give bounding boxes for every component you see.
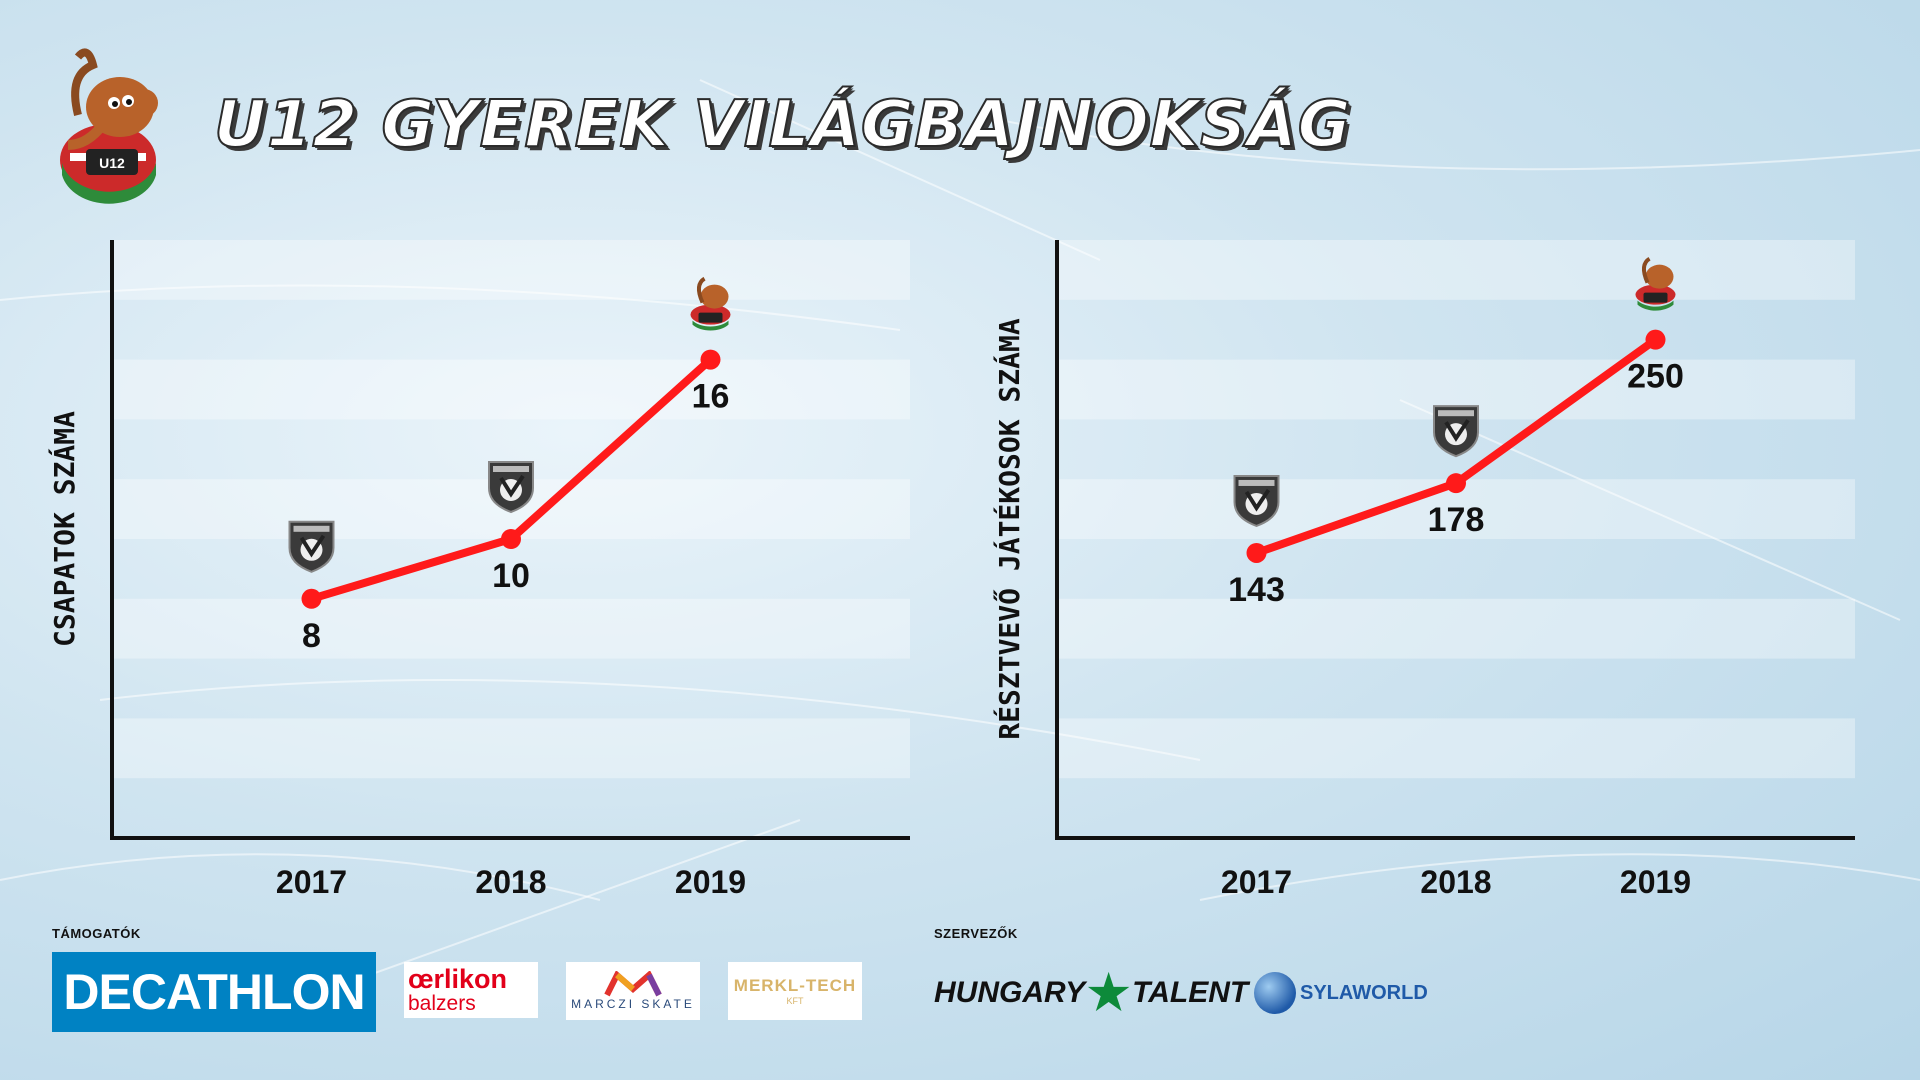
- chart-teams: 8 10 16 2017 2018 2019 CSAPATOK SZÁMA: [47, 240, 910, 900]
- oerlikon-logo: œrlikon balzers: [404, 962, 538, 1018]
- chart-players: 143 178 250 2017 2018 2019 RÉSZTVEVŐ JÁTÉKOS…: [992, 240, 1855, 900]
- mascot-marker-icon: [1635, 256, 1676, 311]
- grid-band: [1057, 718, 1855, 779]
- data-label: 143: [1228, 571, 1285, 609]
- data-label: 178: [1428, 501, 1485, 539]
- x-tick-label: 2019: [1620, 864, 1691, 900]
- data-point: [1246, 542, 1267, 563]
- decathlon-text: DECATHLON: [63, 964, 365, 1020]
- marczi-text: MARCZI SKATE: [571, 997, 695, 1011]
- data-point: [1645, 329, 1666, 350]
- page-title: U12 GYEREK VILÁGBAJNOKSÁG: [213, 87, 1352, 163]
- sponsors-label: TÁMOGATÓK: [52, 926, 141, 941]
- x-tick-label: 2019: [675, 864, 746, 900]
- header: U12 U12 GYEREK VILÁGBAJNOKSÁG: [48, 45, 1351, 205]
- marczi-m-icon: [604, 971, 662, 997]
- decathlon-logo: DECATHLON: [52, 952, 376, 1032]
- grid-band: [112, 718, 910, 779]
- data-label: 8: [302, 617, 321, 655]
- merkl-text: MERKL-TECH: [733, 976, 857, 995]
- shield-marker-icon: [288, 520, 335, 573]
- grid-band: [1057, 598, 1855, 659]
- merkl-sub-text: KFT: [786, 996, 804, 1006]
- data-point: [700, 349, 721, 370]
- mascot-marker-icon: [690, 276, 731, 331]
- sylaworld-text: SYLAWORLD: [1300, 981, 1428, 1004]
- data-point: [301, 588, 322, 609]
- x-tick-label: 2017: [1221, 864, 1292, 900]
- grid-band: [1057, 240, 1855, 300]
- balzers-text: balzers: [408, 992, 476, 1015]
- y-axis-label: CSAPATOK SZÁMA: [47, 411, 81, 647]
- merkl-tech-logo: MERKL-TECH KFT: [728, 962, 862, 1020]
- x-tick-label: 2018: [475, 864, 546, 900]
- talent-text: TALENT: [1132, 976, 1249, 1009]
- svg-text:U12: U12: [99, 155, 125, 171]
- marczi-logo: MARCZI SKATE: [566, 962, 700, 1020]
- data-label: 16: [692, 378, 730, 416]
- x-tick-label: 2017: [276, 864, 347, 900]
- shield-marker-icon: [1433, 405, 1479, 458]
- star-icon: ★: [1087, 967, 1131, 1020]
- organizers-label: SZERVEZŐK: [934, 926, 1018, 941]
- x-tick-label: 2018: [1420, 864, 1491, 900]
- mascot-logo: U12: [60, 48, 158, 204]
- grid-band: [112, 240, 910, 300]
- data-label: 250: [1627, 358, 1684, 396]
- shield-marker-icon: [488, 461, 534, 514]
- oerlikon-text: œrlikon: [408, 964, 507, 994]
- hungary-text: HUNGARY: [934, 976, 1086, 1009]
- hungary-talent-logo: HUNGARY ★ TALENT: [934, 965, 1248, 1021]
- grid-band: [112, 598, 910, 659]
- globe-icon: [1254, 972, 1296, 1014]
- grid-band: [112, 359, 910, 420]
- data-point: [1446, 473, 1466, 494]
- data-label: 10: [492, 557, 530, 595]
- sylaworld-logo: SYLAWORLD: [1254, 966, 1428, 1020]
- shield-marker-icon: [1233, 474, 1280, 528]
- data-point: [501, 529, 521, 549]
- y-axis-label: RÉSZTVEVŐ JÁTÉKOSOK SZÁMA: [992, 318, 1026, 740]
